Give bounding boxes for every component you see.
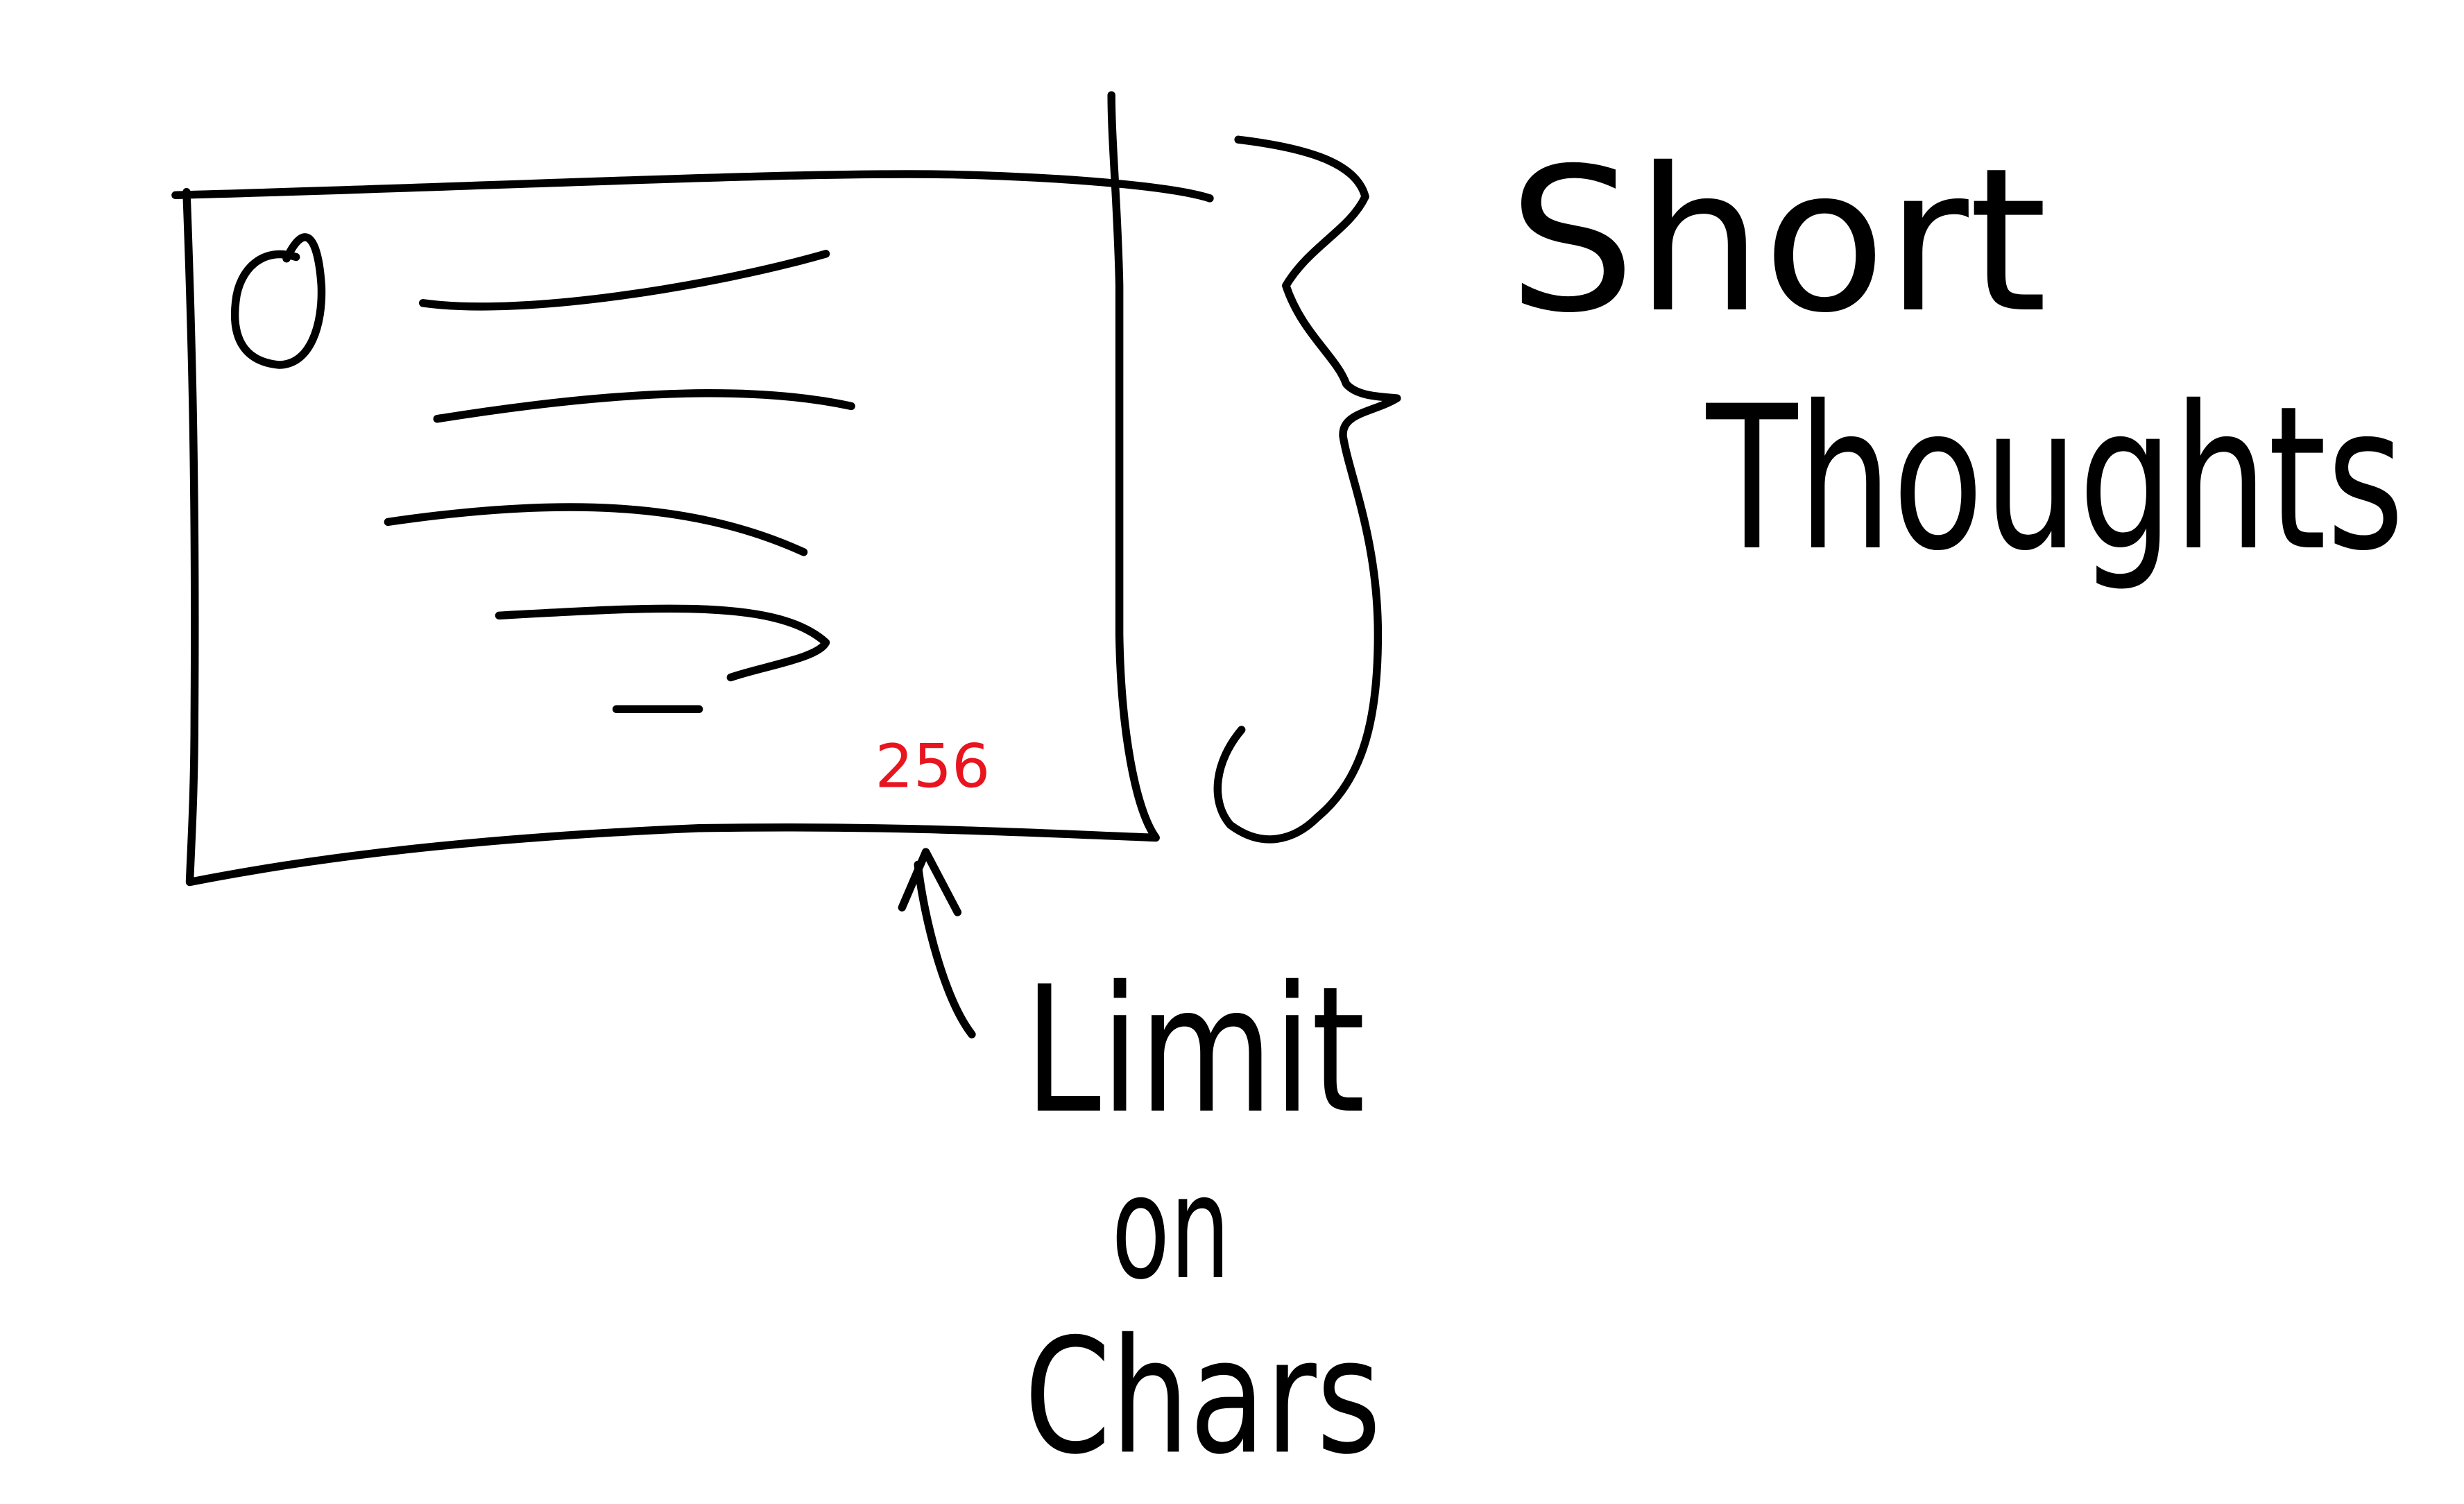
avatar [230, 233, 326, 369]
text-line [384, 503, 808, 556]
text-line [495, 604, 830, 682]
char-counter: 256 [875, 731, 990, 801]
note-line: Limit [1024, 949, 1365, 1152]
note-line: on [1111, 1145, 1231, 1311]
arrow [898, 848, 976, 1039]
text-line [433, 389, 855, 423]
note-line: Chars [1024, 1305, 1381, 1489]
title-line: Thoughts [1704, 364, 2404, 595]
card-outline [171, 91, 1214, 887]
brace [1213, 135, 1401, 844]
title-line: Short [1508, 126, 2048, 357]
text-line [418, 250, 830, 311]
